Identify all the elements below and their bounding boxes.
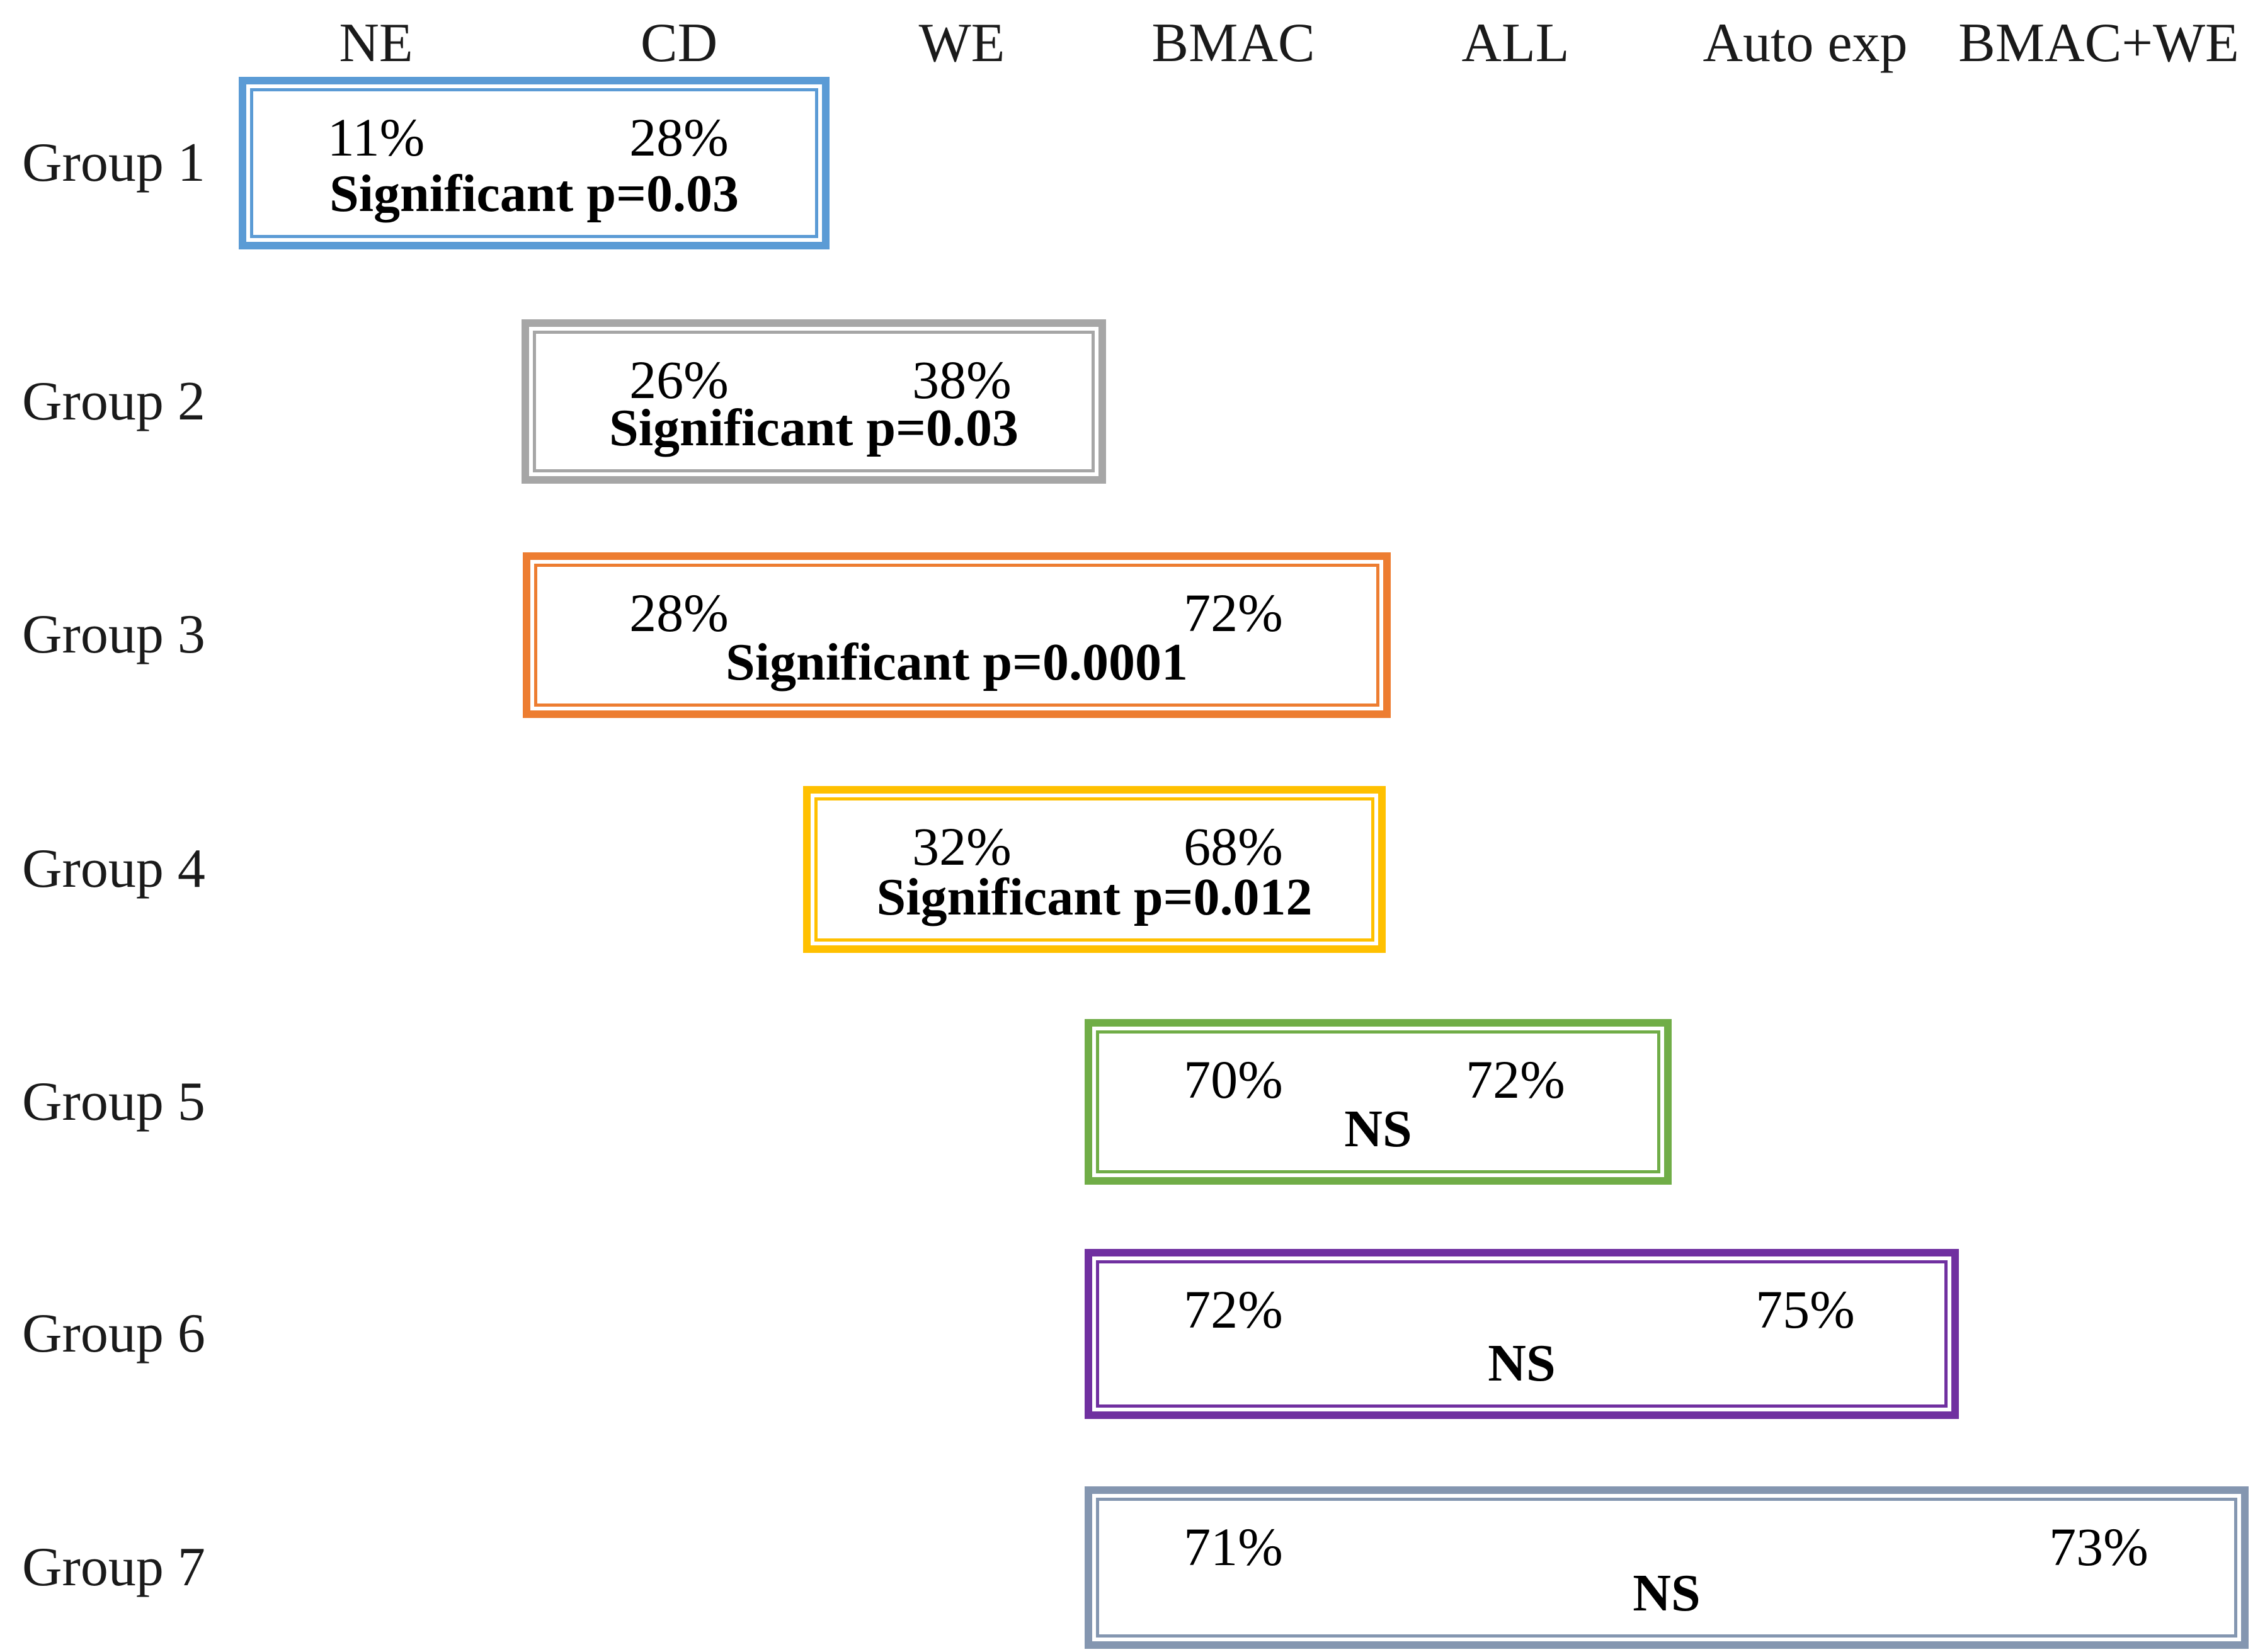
group-2-comparison-box: 26% 38% Significant p=0.03 (522, 319, 1106, 484)
group-1-comparison-box: 11% 28% Significant p=0.03 (239, 77, 830, 249)
value-bmac: 68% (1184, 816, 1283, 877)
value-cd: 26% (629, 350, 729, 410)
significance-label: Significant p=0.03 (609, 399, 1018, 457)
value-we: 38% (912, 350, 1012, 410)
significance-label: NS (1344, 1100, 1412, 1158)
value-bmac: 72% (1184, 583, 1283, 643)
value-ne: 11% (327, 107, 425, 168)
column-header-bmac: BMAC (1151, 13, 1315, 74)
value-all: 72% (1466, 1049, 1565, 1110)
value-cd: 28% (629, 107, 729, 168)
significance-label: NS (1488, 1334, 1556, 1393)
group-5-comparison-box: 70% 72% NS (1085, 1019, 1672, 1185)
significance-label: Significant p=0.0001 (726, 633, 1188, 692)
column-header-cd: CD (640, 13, 718, 74)
row-label-group-7: Group 7 (22, 1537, 205, 1598)
row-label-group-6: Group 6 (22, 1303, 205, 1364)
value-autoexp: 75% (1755, 1279, 1855, 1340)
column-header-autoexp: Auto exp (1703, 13, 1908, 74)
significance-label: Significant p=0.03 (329, 164, 739, 223)
group-4-comparison-box: 32% 68% Significant p=0.012 (803, 786, 1386, 953)
row-label-group-1: Group 1 (22, 132, 205, 193)
column-header-all: ALL (1461, 13, 1570, 74)
value-bmac: 70% (1184, 1049, 1283, 1110)
column-header-we: WE (918, 13, 1005, 74)
value-bmac: 71% (1184, 1517, 1283, 1577)
row-label-group-5: Group 5 (22, 1071, 205, 1132)
group-7-comparison-box: 71% 73% NS (1085, 1486, 2249, 1649)
value-bmac: 72% (1184, 1279, 1283, 1340)
row-label-group-2: Group 2 (22, 371, 205, 432)
value-we: 32% (912, 816, 1012, 877)
row-label-group-4: Group 4 (22, 838, 205, 899)
value-bmacwe: 73% (2049, 1517, 2148, 1577)
significance-label: Significant p=0.012 (876, 868, 1313, 926)
row-label-group-3: Group 3 (22, 604, 205, 665)
significance-label: NS (1633, 1564, 1701, 1622)
group-6-comparison-box: 72% 75% NS (1085, 1249, 1959, 1419)
column-header-bmacwe: BMAC+WE (1958, 13, 2239, 74)
value-cd: 28% (629, 583, 729, 643)
column-header-ne: NE (339, 13, 413, 74)
group-3-comparison-box: 28% 72% Significant p=0.0001 (523, 552, 1391, 718)
